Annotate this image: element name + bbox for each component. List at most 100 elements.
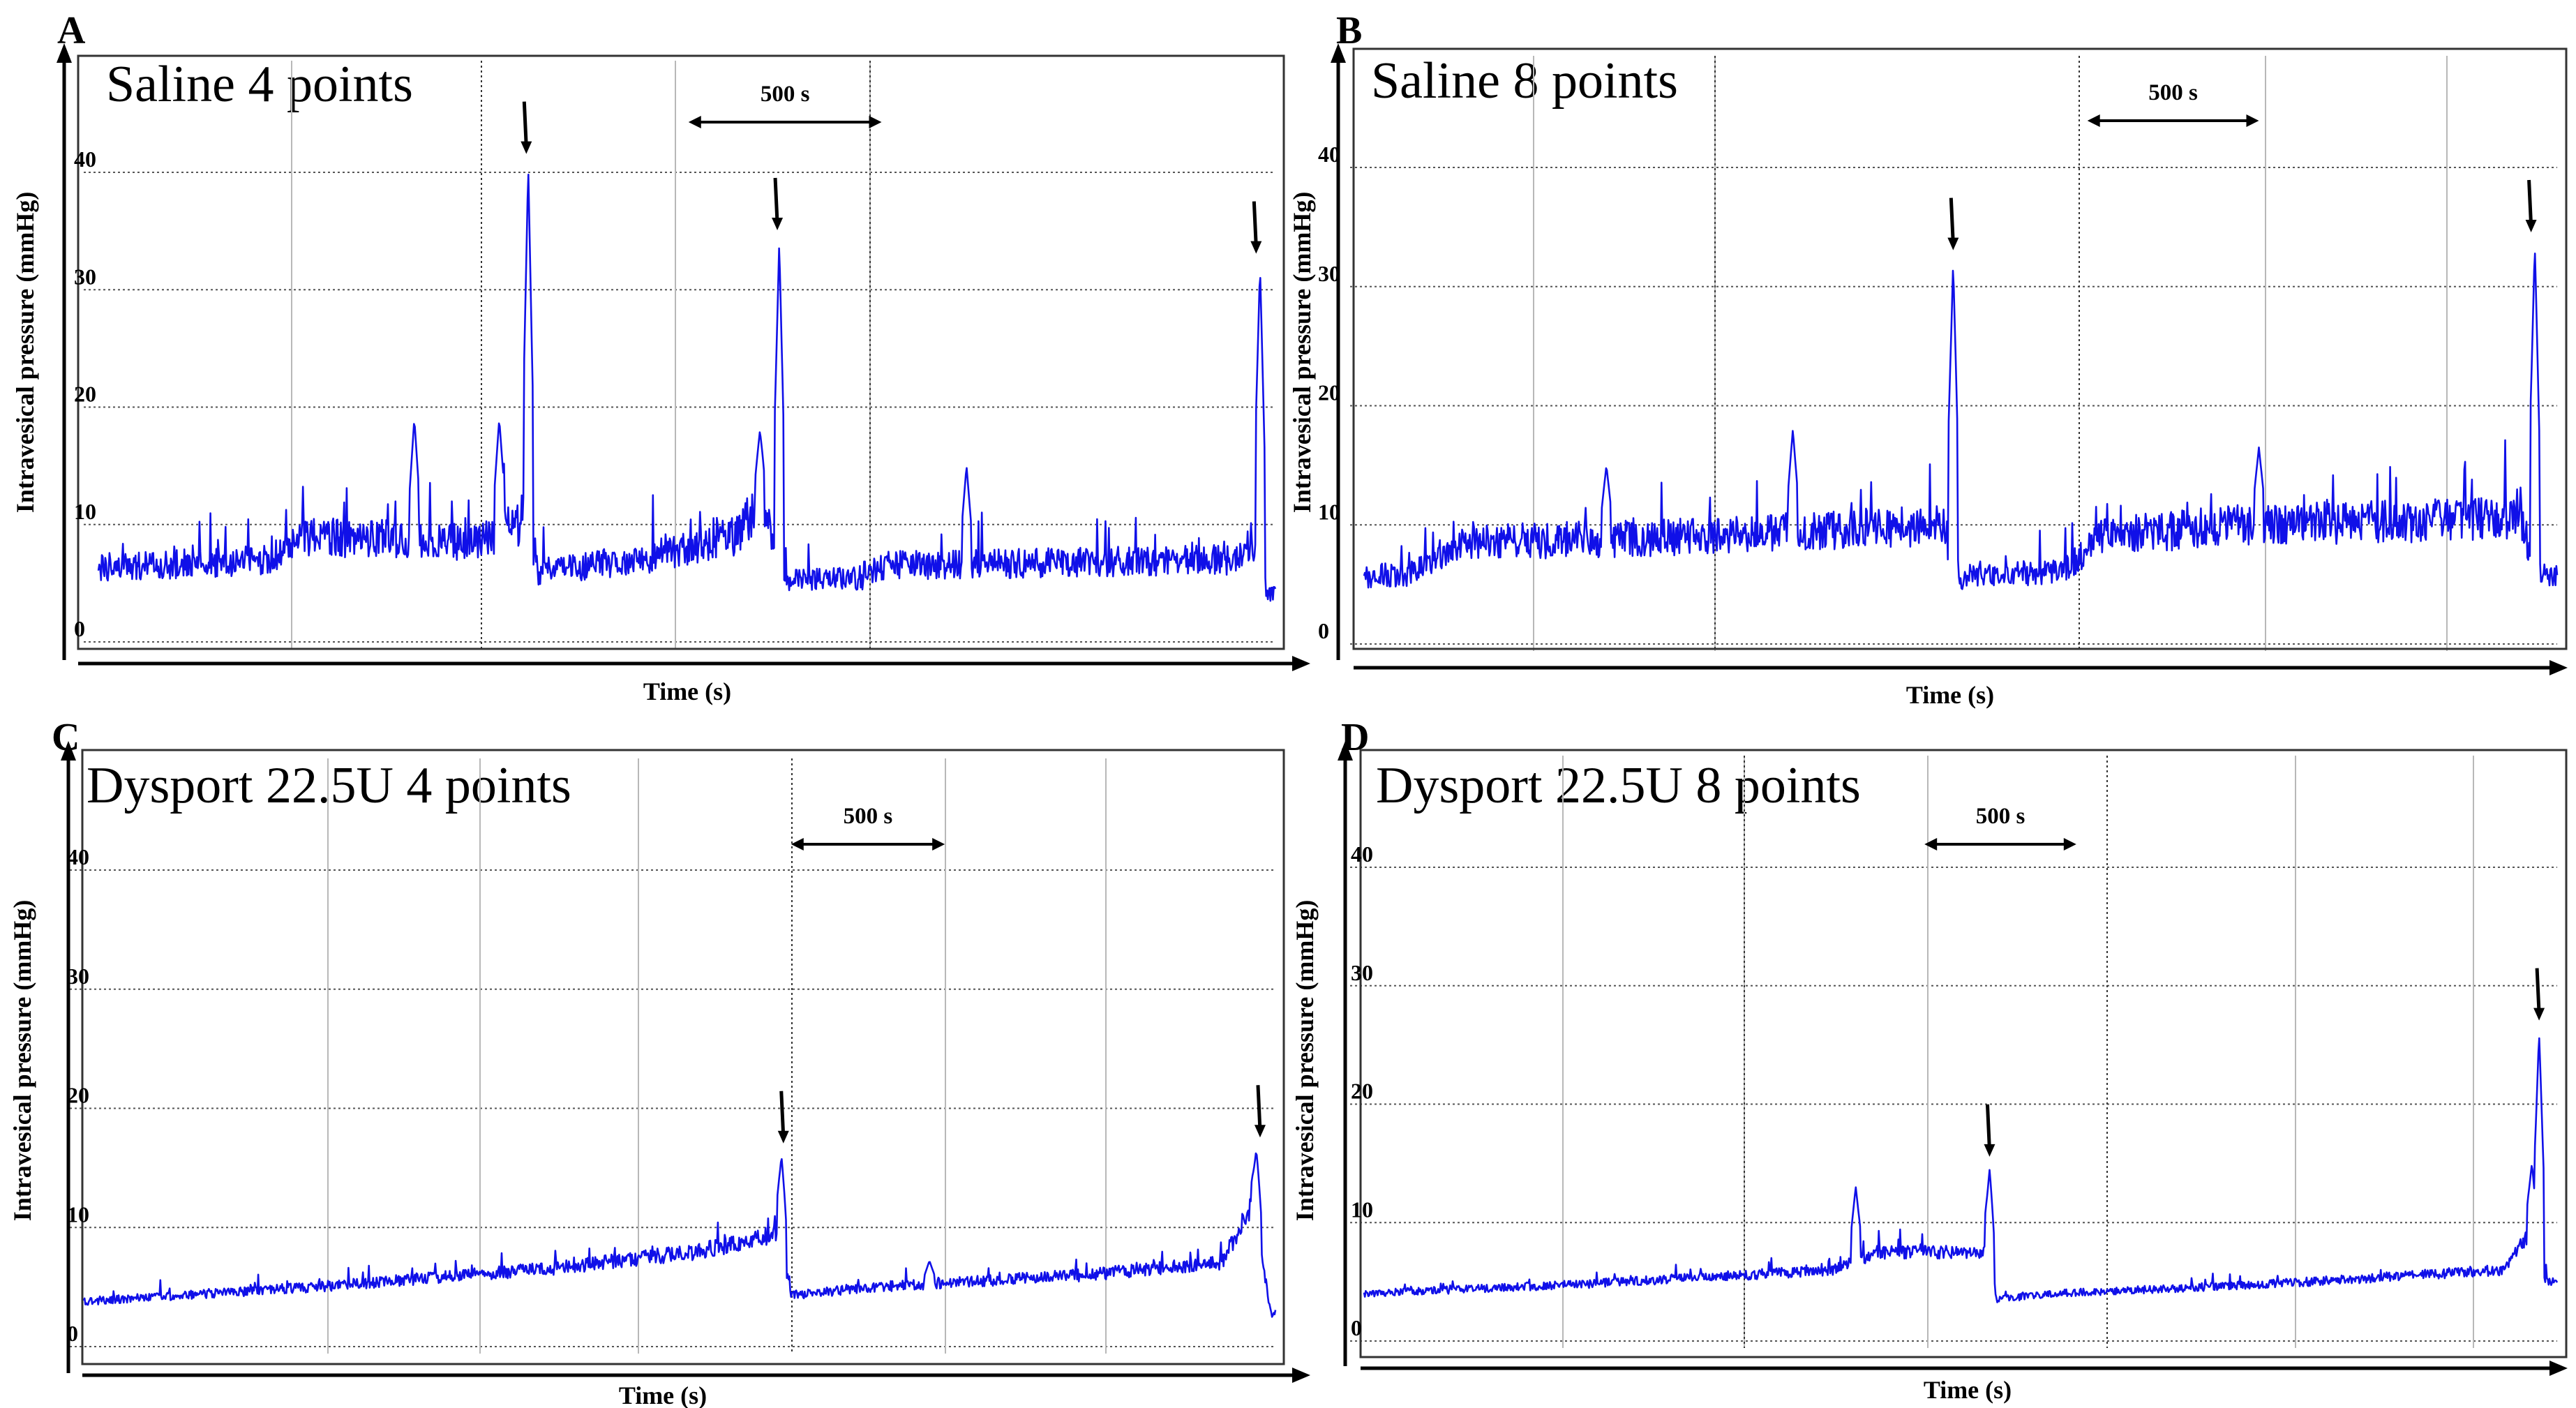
scale-bar-label: 500 s xyxy=(844,804,893,829)
y-axis-label: Intravesical pressure (mmHg) xyxy=(8,900,36,1222)
y-axis-arrowhead xyxy=(1338,741,1353,761)
scale-bar-label: 500 s xyxy=(1976,804,2025,829)
x-axis-label: Time (s) xyxy=(619,1381,707,1408)
void-arrow xyxy=(779,1091,786,1137)
x-axis-arrowhead xyxy=(2549,1361,2568,1376)
pressure-trace xyxy=(82,1152,1277,1318)
y-tick-label: 40 xyxy=(74,147,96,172)
grid xyxy=(1350,56,2557,651)
y-tick-label: 40 xyxy=(1351,841,1373,867)
y-tick-label: 10 xyxy=(1351,1197,1373,1222)
y-tick-label: 40 xyxy=(67,844,89,869)
y-tick-label: 20 xyxy=(74,382,96,407)
y-tick-label: 0 xyxy=(1351,1315,1362,1340)
void-arrow xyxy=(1256,1085,1262,1131)
void-arrow-head xyxy=(1254,1125,1266,1138)
y-tick-label: 0 xyxy=(67,1321,78,1346)
y-ticks: 0 10 20 30 40 xyxy=(1318,142,1340,643)
scale-bar-arrowhead xyxy=(2087,114,2100,127)
void-arrow-head xyxy=(772,217,784,230)
pressure-trace-line xyxy=(1363,1037,2559,1303)
void-arrow-head xyxy=(2533,1008,2545,1021)
void-arrows xyxy=(521,101,1262,254)
scale-bar-arrowhead xyxy=(2246,114,2259,127)
y-tick-label: 10 xyxy=(1318,499,1340,524)
scale-bar: 500 s xyxy=(1924,804,2076,851)
y-tick-label: 20 xyxy=(67,1083,89,1108)
void-arrow xyxy=(2535,968,2541,1014)
grid xyxy=(1350,756,2557,1348)
void-arrows xyxy=(777,1085,1266,1144)
y-tick-label: 30 xyxy=(74,264,96,289)
void-arrow-head xyxy=(777,1130,789,1144)
y-tick-label: 40 xyxy=(1318,142,1340,167)
void-arrow xyxy=(773,177,779,224)
y-tick-label: 0 xyxy=(1318,618,1329,643)
void-arrows xyxy=(1984,968,2545,1157)
pressure-trace xyxy=(1363,1037,2559,1303)
y-tick-label: 30 xyxy=(1351,960,1373,985)
panel-b: B Saline 8 points 0 10 20 30 40 Intravesical… xyxy=(1288,9,2568,709)
x-axis-label: Time (s) xyxy=(1924,1376,2012,1404)
y-axis-arrowhead xyxy=(1331,43,1346,63)
pressure-trace-line xyxy=(97,173,1277,602)
scale-bar-arrowhead xyxy=(932,838,945,851)
plot-frame xyxy=(1359,749,2568,1358)
plot-frame xyxy=(81,749,1285,1365)
void-arrow-head xyxy=(1947,237,1959,250)
pressure-trace xyxy=(97,173,1277,602)
void-arrow-head xyxy=(2525,219,2537,232)
y-ticks: 0 10 20 30 40 xyxy=(67,844,89,1346)
panel-letter: A xyxy=(57,9,86,52)
chart-title: Saline 8 points xyxy=(1371,52,1678,110)
y-tick-label: 20 xyxy=(1318,380,1340,405)
void-arrow-head xyxy=(1250,241,1262,254)
y-axis-label: Intravesical pressure (mmHg) xyxy=(11,192,39,514)
x-axis-label: Time (s) xyxy=(643,677,731,705)
plot-frame xyxy=(1352,47,2568,650)
plot-frame xyxy=(77,54,1285,650)
x-axis-arrowhead xyxy=(1292,1368,1310,1383)
y-tick-label: 0 xyxy=(74,616,85,641)
y-tick-label: 20 xyxy=(1351,1079,1373,1104)
void-arrows xyxy=(1947,179,2537,250)
void-arrow xyxy=(1252,201,1258,247)
scale-bar-label: 500 s xyxy=(761,82,810,107)
void-arrow-head xyxy=(521,141,532,154)
scale-bar-arrowhead xyxy=(1924,838,1938,851)
panel-a: A Saline 4 points 0 10 20 30 40 Intravesical… xyxy=(11,9,1310,705)
chart-title: Saline 4 points xyxy=(106,56,413,113)
pressure-trace xyxy=(1363,253,2559,590)
y-axis-arrowhead xyxy=(57,43,72,63)
y-axis-arrowhead xyxy=(61,741,76,761)
chart-title: Dysport 22.5U 4 points xyxy=(87,757,571,814)
x-axis-arrowhead xyxy=(2549,660,2568,675)
y-tick-label: 10 xyxy=(74,499,96,524)
chart-title: Dysport 22.5U 8 points xyxy=(1376,757,1861,814)
scale-bar-arrowhead xyxy=(791,838,804,851)
void-arrow xyxy=(522,101,528,147)
void-arrow xyxy=(1985,1104,1991,1150)
scale-bar-arrowhead xyxy=(869,116,882,128)
y-axis-label: Intravesical pressure (mmHg) xyxy=(1288,192,1316,514)
pressure-trace-line xyxy=(1363,253,2559,590)
scale-bar-label: 500 s xyxy=(2148,80,2198,105)
y-tick-label: 10 xyxy=(67,1201,89,1227)
x-axis-arrowhead xyxy=(1292,656,1310,671)
scale-bar-arrowhead xyxy=(2063,838,2076,851)
pressure-trace-line xyxy=(82,1152,1277,1318)
scale-bar: 500 s xyxy=(2087,80,2259,127)
panel-letter: B xyxy=(1336,9,1362,52)
y-tick-label: 30 xyxy=(67,964,89,989)
x-axis-label: Time (s) xyxy=(1906,681,1994,709)
void-arrow-head xyxy=(1984,1144,1995,1157)
void-arrow xyxy=(1949,197,1955,244)
void-arrow xyxy=(2527,179,2533,226)
y-tick-label: 30 xyxy=(1318,261,1340,286)
scale-bar: 500 s xyxy=(791,804,945,851)
scale-bar-arrowhead xyxy=(688,116,701,128)
y-ticks: 0 10 20 30 40 xyxy=(1351,841,1373,1340)
